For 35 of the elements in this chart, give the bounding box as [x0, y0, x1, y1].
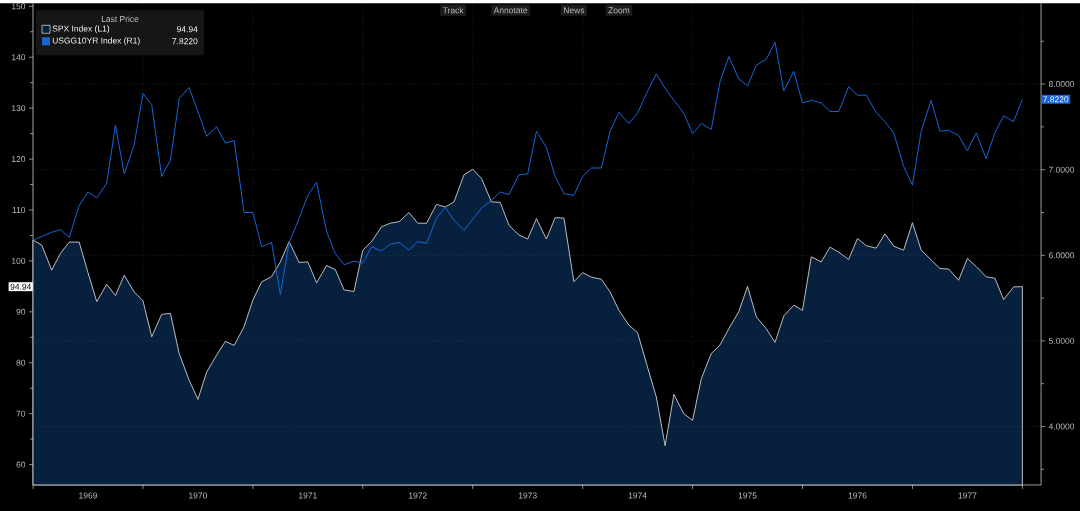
legend-title: Last Price — [101, 15, 139, 22]
y-tick-label: 60 — [16, 461, 26, 468]
x-tick-label: 1975 — [738, 492, 757, 499]
y-tick-label: 140 — [12, 54, 26, 61]
x-tick-label: 1971 — [299, 492, 317, 499]
x-tick-label: 1970 — [189, 492, 207, 499]
y-tick-label: 80 — [16, 359, 26, 366]
legend-label: USGG10YR Index (R1) — [52, 37, 140, 46]
y2-tick-label: 7.0000 — [1049, 166, 1075, 173]
annotation: 7.8220 — [172, 38, 198, 45]
y2-tick-label: 6.0000 — [1049, 252, 1075, 259]
y-tick-label: 120 — [12, 155, 26, 162]
x-tick-label: 1974 — [628, 492, 647, 499]
y-tick-label: 90 — [16, 308, 26, 315]
x-tick-label: 1977 — [958, 492, 977, 499]
y-tick-label: 150 — [12, 3, 26, 10]
x-tick-label: 1972 — [408, 492, 427, 499]
y-tick-label: 70 — [16, 410, 26, 417]
legend-label: SPX Index (L1) — [52, 25, 110, 34]
y-tick-label: 100 — [12, 257, 26, 264]
y2-tick-label: 4.0000 — [1048, 423, 1075, 430]
y2-tick-label: 5.0000 — [1048, 337, 1075, 344]
x-tick-label: 1976 — [848, 492, 867, 499]
annotation: News — [563, 7, 585, 14]
y-tick-label: 130 — [12, 105, 26, 112]
annotation: Track — [442, 7, 464, 14]
text: 7.8220 — [1043, 96, 1069, 103]
x-tick-label: 1969 — [79, 492, 97, 499]
y-tick-label: 110 — [12, 206, 26, 213]
annotation: Annotate — [493, 7, 528, 14]
annotation: Zoom — [608, 7, 630, 14]
y2-tick-label: 8.0000 — [1048, 80, 1075, 87]
annotation: 94.94 — [177, 26, 198, 33]
text: 94.94 — [10, 283, 32, 290]
x-tick-label: 1973 — [518, 492, 537, 499]
